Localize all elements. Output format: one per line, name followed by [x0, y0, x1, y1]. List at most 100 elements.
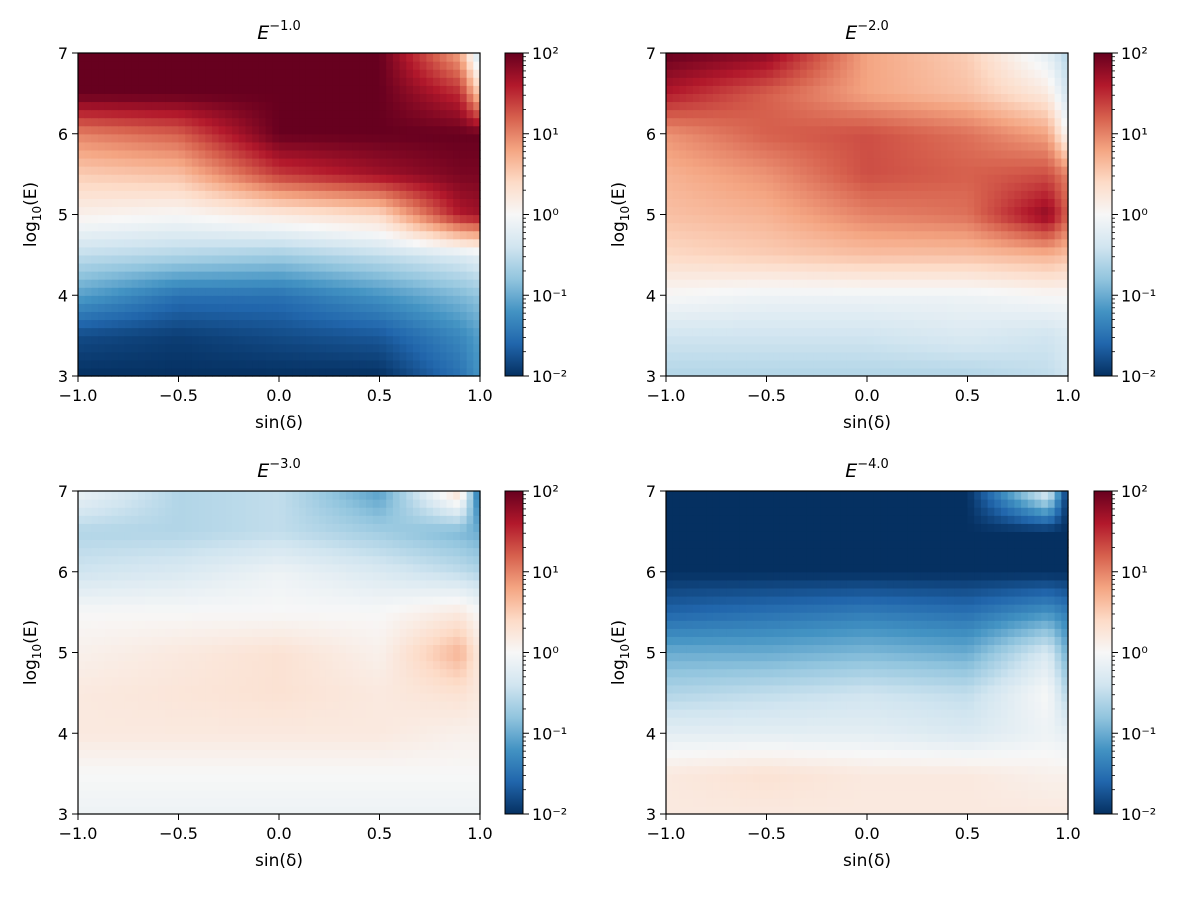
- heatmap-cell: [913, 206, 922, 216]
- heatmap-cell: [138, 109, 146, 119]
- heatmap-cell: [867, 117, 875, 127]
- heatmap-cell: [773, 174, 781, 183]
- heatmap-cell: [746, 359, 754, 369]
- heatmap-cell: [258, 141, 267, 151]
- heatmap-cell: [124, 335, 133, 345]
- heatmap-cell: [325, 311, 334, 321]
- heatmap-cell: [118, 319, 126, 329]
- heatmap-cell: [820, 279, 828, 288]
- heatmap-cell: [954, 133, 962, 143]
- heatmap-cell: [920, 295, 928, 304]
- heatmap-cell: [927, 262, 935, 272]
- heatmap-cell: [893, 77, 902, 86]
- heatmap-cell: [692, 359, 701, 369]
- heatmap-cell: [692, 287, 701, 296]
- heatmap-cell: [699, 295, 707, 304]
- heatmap-cell: [793, 109, 801, 119]
- heatmap-cell: [272, 125, 280, 135]
- heatmap-cell: [399, 190, 407, 199]
- heatmap-cell: [1047, 262, 1056, 272]
- heatmap-cell: [198, 254, 206, 264]
- heatmap-cell: [466, 271, 474, 280]
- heatmap-cell: [1001, 335, 1009, 345]
- heatmap-cell: [974, 101, 982, 111]
- heatmap-cell: [994, 149, 1002, 159]
- heatmap-cell: [887, 141, 895, 151]
- heatmap-cell: [84, 53, 92, 62]
- heatmap-cell: [726, 190, 734, 199]
- heatmap-cell: [131, 85, 139, 94]
- heatmap-cell: [1021, 295, 1029, 304]
- heatmap-cell: [466, 109, 474, 119]
- heatmap-cell: [719, 279, 727, 288]
- heatmap-cell: [98, 319, 106, 329]
- heatmap-cell: [853, 319, 861, 329]
- heatmap-cell: [940, 351, 948, 361]
- heatmap-cell: [739, 133, 747, 143]
- heatmap-cell: [352, 271, 360, 280]
- heatmap-cell: [1061, 182, 1069, 191]
- heatmap-cell: [1001, 222, 1009, 232]
- heatmap-cell: [793, 319, 801, 329]
- heatmap-cell: [305, 351, 314, 361]
- heatmap-cell: [806, 238, 814, 248]
- heatmap-cell: [111, 182, 119, 191]
- heatmap-cell: [887, 367, 895, 377]
- heatmap-cell: [1021, 351, 1029, 361]
- heatmap-cell: [934, 69, 942, 78]
- heatmap-cell: [292, 77, 300, 86]
- heatmap-cell: [98, 53, 106, 62]
- heatmap-cell: [185, 125, 193, 135]
- heatmap-cell: [873, 101, 881, 111]
- heatmap-cell: [332, 125, 340, 135]
- heatmap-cell: [987, 61, 995, 70]
- heatmap-cell: [218, 101, 226, 111]
- heatmap-cell: [366, 174, 374, 183]
- heatmap-cell: [893, 85, 902, 94]
- heatmap-cell: [840, 367, 848, 377]
- heatmap-cell: [346, 359, 354, 369]
- heatmap-cell: [1021, 335, 1029, 345]
- heatmap-cell: [299, 230, 307, 240]
- heatmap-cell: [1001, 198, 1009, 208]
- heatmap-cell: [165, 77, 173, 86]
- heatmap-cell: [739, 198, 747, 208]
- heatmap-cell: [426, 279, 434, 288]
- heatmap-cell: [104, 125, 113, 135]
- heatmap-cell: [1021, 109, 1029, 119]
- heatmap-cell: [813, 61, 821, 70]
- heatmap-cell: [1027, 222, 1036, 232]
- heatmap-cell: [386, 157, 394, 167]
- heatmap-cell: [138, 182, 146, 191]
- heatmap-cell: [739, 149, 747, 159]
- heatmap-cell: [104, 214, 113, 224]
- heatmap-cell: [332, 133, 340, 143]
- heatmap-cell: [91, 367, 99, 377]
- heatmap-cell: [392, 254, 401, 264]
- heatmap-cell: [332, 271, 340, 280]
- heatmap-cell: [1021, 85, 1029, 94]
- heatmap-cell: [853, 157, 861, 167]
- heatmap-cell: [78, 174, 86, 183]
- heatmap-cell: [907, 85, 915, 94]
- heatmap-cell: [138, 77, 146, 86]
- heatmap-cell: [446, 367, 454, 377]
- heatmap-cell: [366, 254, 374, 264]
- heatmap-cell: [913, 69, 922, 78]
- heatmap-cell: [252, 230, 260, 240]
- heatmap-cell: [232, 198, 240, 208]
- heatmap-cell: [1061, 303, 1069, 312]
- heatmap-cell: [205, 101, 213, 111]
- heatmap-cell: [920, 109, 928, 119]
- heatmap-cell: [285, 166, 293, 175]
- heatmap-cell: [974, 230, 982, 240]
- heatmap-cell: [1047, 166, 1056, 175]
- heatmap-cell: [466, 166, 474, 175]
- heatmap-cell: [232, 141, 240, 151]
- heatmap-cell: [1054, 351, 1062, 361]
- heatmap-cell: [265, 311, 273, 321]
- heatmap-cell: [793, 351, 801, 361]
- heatmap-cell: [954, 174, 962, 183]
- heatmap-cell: [145, 117, 153, 127]
- heatmap-cell: [104, 222, 113, 232]
